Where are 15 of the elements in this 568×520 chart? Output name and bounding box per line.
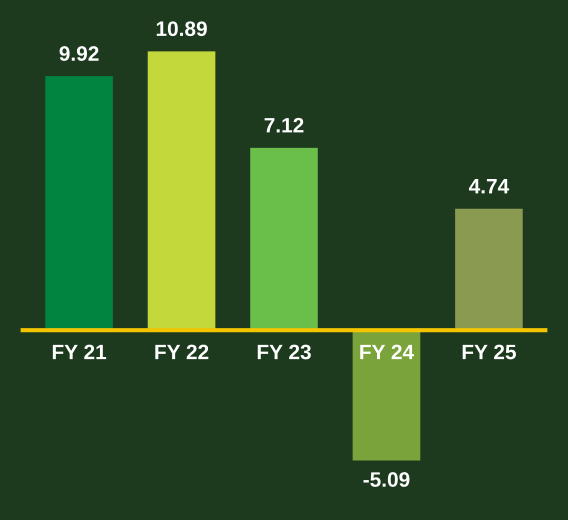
x-tick-label: FY 21 bbox=[52, 344, 106, 360]
bar bbox=[250, 148, 318, 330]
bar bbox=[45, 76, 113, 330]
x-tick-label: FY 22 bbox=[155, 344, 208, 360]
x-tick-label: FY 23 bbox=[258, 344, 311, 360]
x-tick-label: FY 25 bbox=[462, 344, 516, 360]
data-label: 9.92 bbox=[60, 46, 99, 61]
data-label: 4.74 bbox=[468, 179, 510, 194]
bar bbox=[352, 330, 420, 460]
data-label: 7.12 bbox=[264, 118, 304, 132]
x-tick-label: FY 24 bbox=[360, 344, 414, 360]
bar bbox=[148, 51, 216, 330]
bar bbox=[455, 208, 523, 330]
data-label: 10.89 bbox=[156, 21, 207, 36]
data-label: -5.09 bbox=[364, 472, 410, 487]
